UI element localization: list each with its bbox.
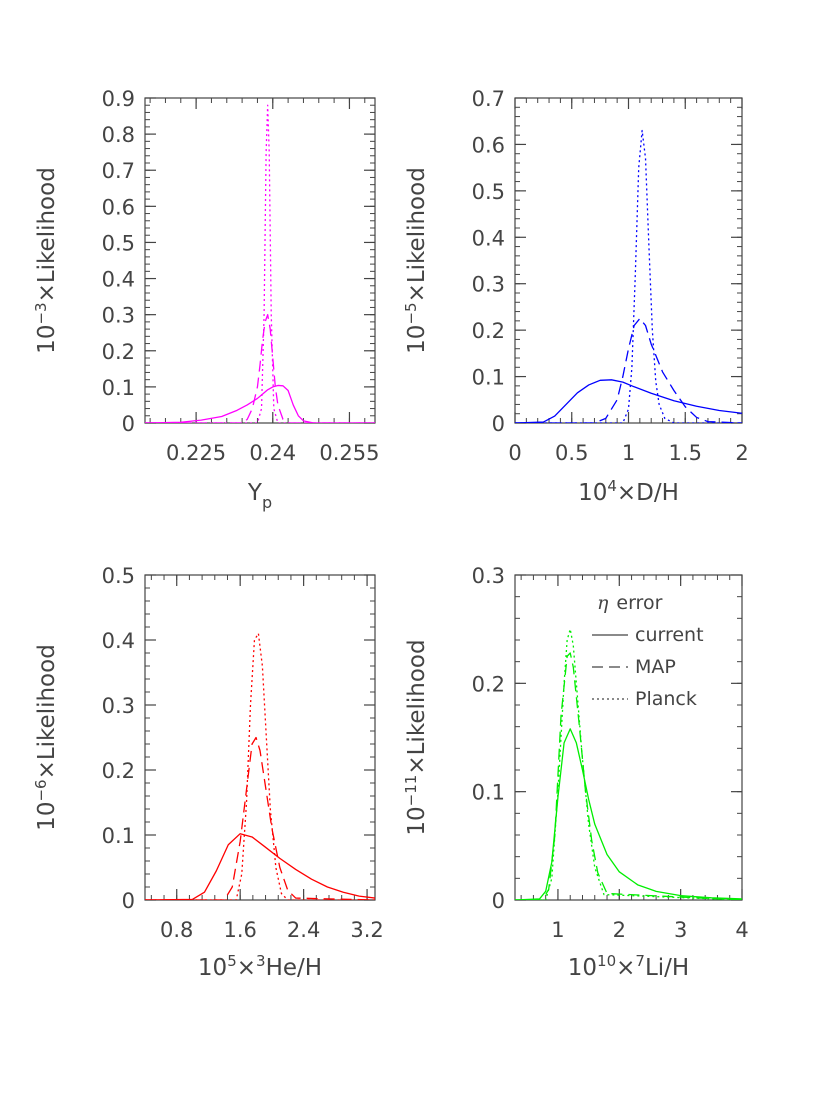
panel-top-right: 0 0.1 0.2 0.3 0.4 0.5 0.6 0.7 0 0.5 1 1.5 2 10−5×Like…	[402, 87, 749, 506]
y-tick-label: 0	[122, 412, 135, 436]
x-tick-label: 0.225	[166, 441, 226, 465]
y-tick-label: 0.3	[102, 694, 135, 718]
y-axis-label: 10−11×Likelihood	[402, 639, 430, 835]
y-tick-label: 0.5	[102, 231, 135, 255]
series-line-dashed	[145, 736, 375, 900]
y-tick-label: 0	[122, 889, 135, 913]
y-tick-label: 0.1	[102, 824, 135, 848]
y-tick-label: 0.5	[472, 180, 505, 204]
y-tick-label: 0.2	[102, 340, 135, 364]
y-axis-label: 10−5×Likelihood	[402, 167, 430, 354]
y-tick-label: 0.2	[472, 672, 505, 696]
x-tick-label: 1.6	[223, 918, 256, 942]
x-tick-label: 3.2	[350, 918, 383, 942]
y-tick-label: 0.2	[472, 319, 505, 343]
y-tick-label: 0.8	[102, 123, 135, 147]
x-tick-label: 1.5	[669, 441, 702, 465]
x-tick-label: 2.4	[287, 918, 320, 942]
legend-title: η error	[597, 592, 663, 614]
series-line-solid	[145, 833, 375, 900]
panel-bottom-right: 0 0.1 0.2 0.3 1 2 3 4 10−11×Likelihood 1010×7Li/H…	[402, 564, 749, 981]
x-tick-label: 0.5	[555, 441, 588, 465]
y-tick-label: 0.5	[102, 564, 135, 588]
x-axis-label: Yp	[247, 480, 272, 512]
legend-label: Planck	[635, 688, 697, 710]
y-tick-label: 0	[492, 889, 505, 913]
x-axis-label: 105×3He/H	[198, 952, 322, 981]
y-tick-label: 0.1	[102, 376, 135, 400]
series-line-solid	[515, 379, 742, 423]
x-tick-label: 3	[674, 918, 687, 942]
series-line-dotted	[515, 129, 742, 423]
series-line-solid	[515, 728, 742, 900]
y-tick-label: 0.6	[472, 133, 505, 157]
series-line-dotted	[515, 628, 742, 900]
x-axis-label: 104×D/H	[578, 477, 679, 506]
x-tick-label: 0.255	[319, 441, 379, 465]
x-tick-label: 0.8	[160, 918, 193, 942]
y-tick-label: 0.3	[102, 304, 135, 328]
series-line-solid	[145, 384, 375, 423]
y-tick-label: 0.7	[472, 87, 505, 111]
x-axis-label: 1010×7Li/H	[568, 952, 689, 981]
legend-label: MAP	[635, 656, 676, 678]
y-tick-label: 0.6	[102, 195, 135, 219]
y-tick-label: 0.4	[472, 226, 505, 250]
y-tick-label: 0.7	[102, 159, 135, 183]
legend-label: current	[635, 624, 704, 646]
series-line-dashed	[515, 652, 742, 900]
x-tick-label: 2	[735, 441, 748, 465]
y-tick-label: 0.1	[472, 366, 505, 390]
series-line-dotted	[145, 104, 375, 423]
y-axis-label: 10−3×Likelihood	[32, 167, 60, 354]
y-tick-label: 0.2	[102, 759, 135, 783]
x-tick-label: 2	[613, 918, 626, 942]
y-tick-label: 0.3	[472, 273, 505, 297]
x-tick-label: 1	[551, 918, 564, 942]
plot-frame	[514, 97, 743, 424]
series-line-dashed	[145, 314, 375, 423]
series-line-dotted	[145, 632, 375, 900]
y-tick-label: 0.4	[102, 268, 135, 292]
y-tick-label: 0.4	[102, 629, 135, 653]
y-tick-label: 0.9	[102, 87, 135, 111]
y-tick-label: 0.1	[472, 781, 505, 805]
x-tick-label: 1	[622, 441, 635, 465]
legend: η error current MAP Planck	[592, 592, 704, 710]
plot-frame	[144, 574, 376, 901]
x-tick-label: 0.24	[249, 441, 296, 465]
plot-frame	[144, 97, 376, 424]
x-tick-label: 0	[508, 441, 521, 465]
panel-top-left: 0 0.1 0.2 0.3 0.4 0.5 0.6 0.7 0.8 0.9 0.225 0.24 0.2…	[32, 87, 380, 512]
plot-frame	[514, 574, 743, 901]
y-axis-label: 10−6×Likelihood	[32, 644, 60, 831]
y-tick-label: 0	[492, 412, 505, 436]
y-tick-label: 0.3	[472, 564, 505, 588]
x-tick-label: 4	[735, 918, 748, 942]
panel-bottom-left: 0 0.1 0.2 0.3 0.4 0.5 0.8 1.6 2.4 3.2 10−6×Likelih…	[32, 564, 384, 981]
series-line-dashed	[515, 317, 742, 423]
